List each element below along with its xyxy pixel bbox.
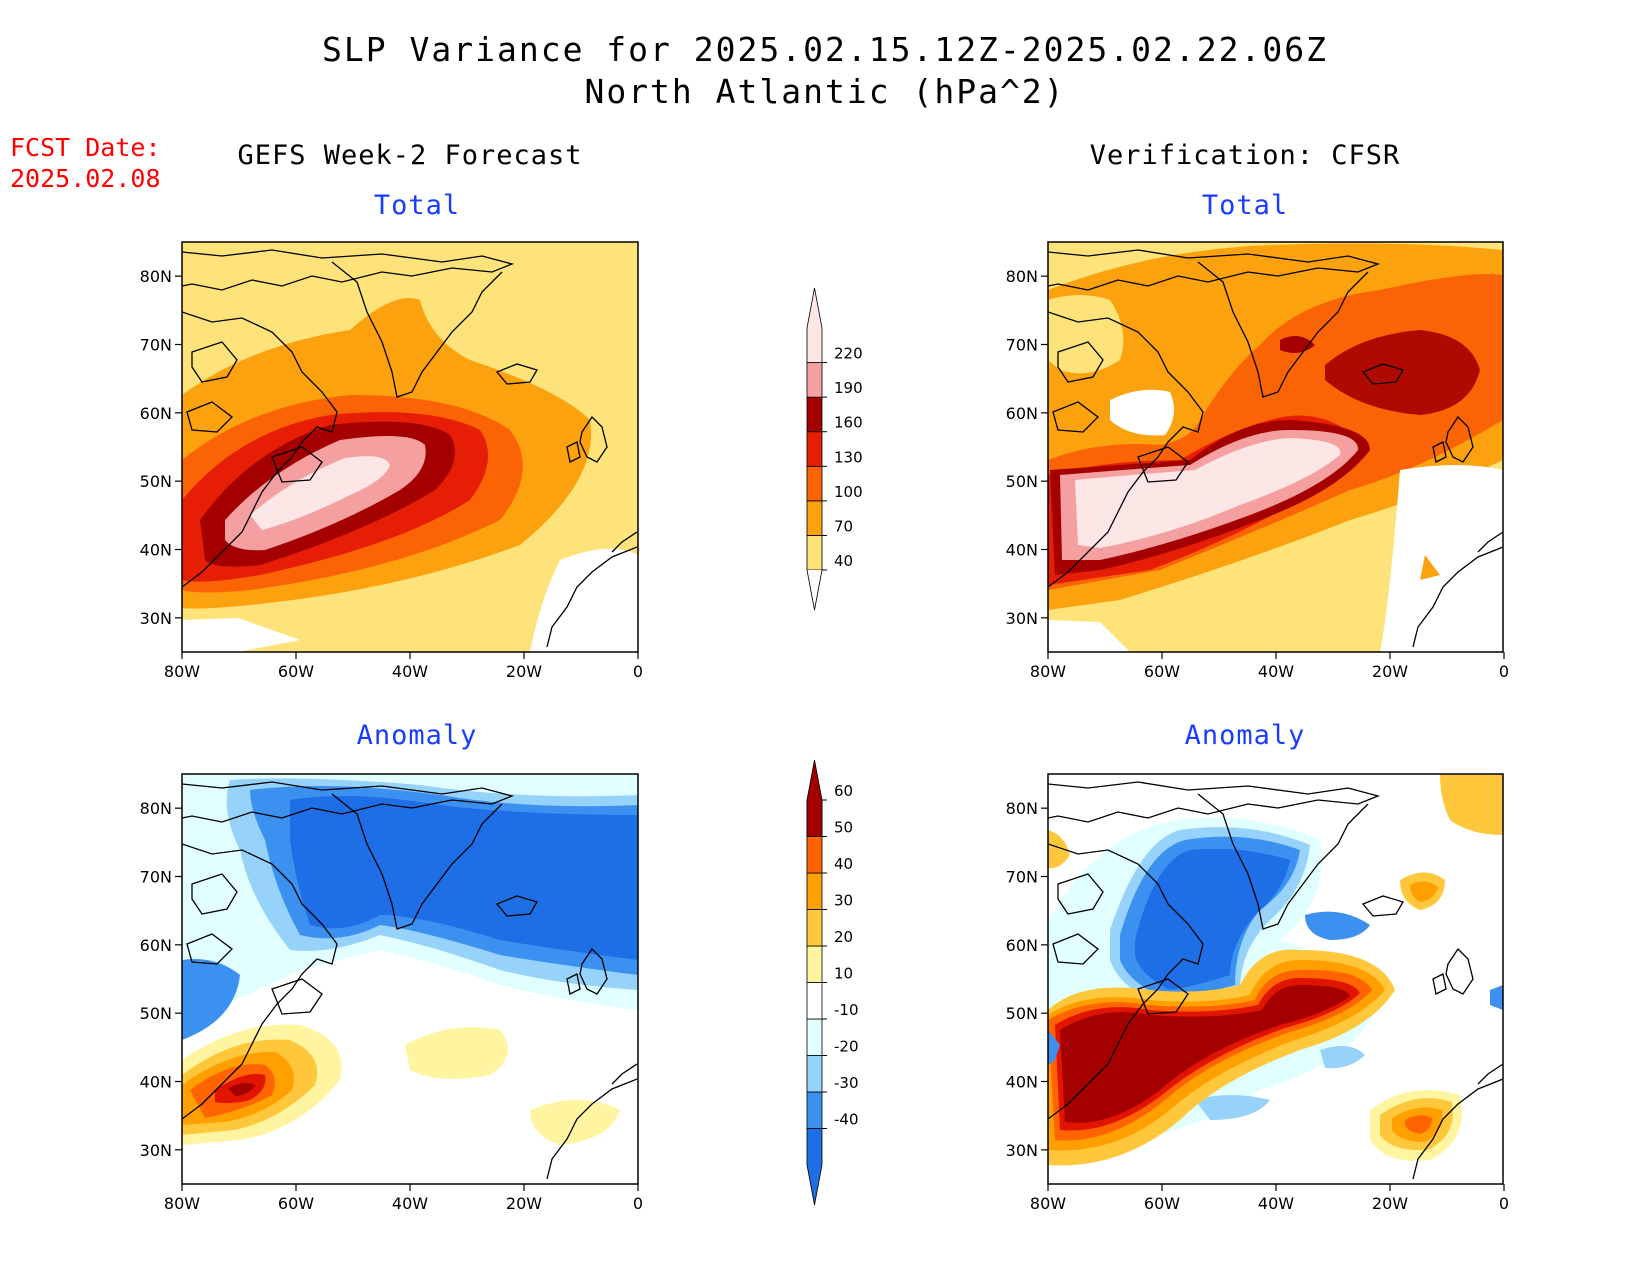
colorbar-label: 20 bbox=[834, 928, 853, 946]
lat-tick-label: 30N bbox=[140, 609, 172, 628]
colorbar-swatch bbox=[806, 465, 823, 502]
lon-tick-label: 0 bbox=[633, 1194, 643, 1213]
colorbar-label: 70 bbox=[834, 517, 853, 535]
lat-tick-label: 30N bbox=[1006, 609, 1038, 628]
colorbar-swatch bbox=[806, 836, 823, 874]
colorbar-swatch bbox=[806, 500, 823, 536]
forecast-column-title: GEFS Week-2 Forecast bbox=[237, 140, 583, 171]
forecast-anomaly-title: Anomaly bbox=[356, 720, 478, 751]
lat-tick-label: 60N bbox=[1006, 936, 1038, 955]
lon-tick-label: 40W bbox=[1258, 1194, 1294, 1213]
lon-tick-label: 20W bbox=[506, 662, 542, 681]
lon-tick-label: 80W bbox=[164, 662, 200, 681]
lon-tick-label: 80W bbox=[1030, 662, 1066, 681]
lon-tick-label: 40W bbox=[392, 662, 428, 681]
lat-tick-label: 40N bbox=[140, 541, 172, 560]
colorbar-label: -20 bbox=[834, 1038, 859, 1056]
colorbar-end-triangle bbox=[806, 569, 823, 611]
lon-tick-label: 60W bbox=[278, 1194, 314, 1213]
lat-tick-label: 40N bbox=[1006, 1073, 1038, 1092]
lon-tick-label: 0 bbox=[633, 662, 643, 681]
forecast-total-map bbox=[182, 242, 638, 652]
lat-tick-label: 70N bbox=[1006, 336, 1038, 355]
main-title: SLP Variance for 2025.02.15.12Z-2025.02.… bbox=[322, 30, 1328, 69]
colorbar-swatch bbox=[806, 1055, 823, 1093]
lon-tick-label: 80W bbox=[1030, 1194, 1066, 1213]
lat-tick-label: 40N bbox=[1006, 541, 1038, 560]
lon-tick-label: 20W bbox=[1372, 1194, 1408, 1213]
total-colorbar: 40 70 100 130 160 190 220 bbox=[806, 287, 863, 611]
lat-tick-label: 60N bbox=[1006, 404, 1038, 423]
lon-tick-label: 0 bbox=[1499, 662, 1509, 681]
colorbar-swatch bbox=[806, 909, 823, 947]
colorbar-swatch bbox=[806, 535, 823, 571]
lon-tick-label: 60W bbox=[1144, 662, 1180, 681]
colorbar-label: 30 bbox=[834, 892, 853, 910]
lat-tick-label: 30N bbox=[140, 1141, 172, 1160]
colorbar-swatch bbox=[806, 431, 823, 467]
colorbar-swatch bbox=[806, 982, 823, 1020]
verification-total-title: Total bbox=[1201, 190, 1289, 221]
anomaly-colorbar: -40 -30 -20 -10 10 20 30 40 50 60 bbox=[806, 759, 859, 1206]
lat-tick-label: 80N bbox=[1006, 799, 1038, 818]
colorbar-label: -40 bbox=[834, 1111, 859, 1129]
forecast-total-title: Total bbox=[373, 190, 461, 221]
colorbar-swatch bbox=[806, 872, 823, 910]
colorbar-label: -30 bbox=[834, 1074, 859, 1092]
lat-tick-label: 70N bbox=[140, 336, 172, 355]
lon-tick-label: 20W bbox=[1372, 662, 1408, 681]
lat-tick-label: 80N bbox=[1006, 267, 1038, 286]
lon-tick-label: 60W bbox=[1144, 1194, 1180, 1213]
colorbar-label: 60 bbox=[834, 782, 853, 800]
lat-tick-label: 70N bbox=[1006, 868, 1038, 887]
colorbar-swatch bbox=[806, 287, 823, 363]
colorbar-label: 160 bbox=[834, 414, 863, 432]
colorbar-swatch bbox=[806, 362, 823, 398]
lon-tick-label: 20W bbox=[506, 1194, 542, 1213]
lat-tick-label: 50N bbox=[1006, 472, 1038, 491]
lat-tick-label: 60N bbox=[140, 404, 172, 423]
colorbar-swatch bbox=[806, 1091, 823, 1129]
lat-tick-label: 40N bbox=[140, 1073, 172, 1092]
lat-tick-label: 50N bbox=[140, 472, 172, 491]
lat-tick-label: 80N bbox=[140, 799, 172, 818]
verification-anomaly-map bbox=[1048, 774, 1503, 1184]
fcst-date-label: FCST Date: bbox=[10, 133, 161, 162]
forecast-anomaly-map bbox=[182, 774, 638, 1184]
fcst-date-value: 2025.02.08 bbox=[10, 164, 161, 193]
verification-column-title: Verification: CFSR bbox=[1089, 140, 1401, 171]
colorbar-swatch bbox=[806, 759, 823, 837]
lon-tick-label: 80W bbox=[164, 1194, 200, 1213]
colorbar-label: 220 bbox=[834, 345, 863, 363]
colorbar-label: 40 bbox=[834, 552, 853, 570]
lon-tick-label: 60W bbox=[278, 662, 314, 681]
colorbar-label: 190 bbox=[834, 379, 863, 397]
colorbar-swatch bbox=[806, 945, 823, 983]
lon-tick-label: 40W bbox=[1258, 662, 1294, 681]
lat-tick-label: 50N bbox=[140, 1004, 172, 1023]
lat-tick-label: 50N bbox=[1006, 1004, 1038, 1023]
axis-ticks: 80N 70N 60N 50N 40N 30N 80W 60W 40W 20W 0 80N 70N 60N… bbox=[140, 267, 1509, 1213]
colorbar-swatch bbox=[806, 1018, 823, 1056]
colorbar-label: 130 bbox=[834, 448, 863, 466]
colorbar-label: 100 bbox=[834, 483, 863, 501]
lat-tick-label: 60N bbox=[140, 936, 172, 955]
lon-tick-label: 40W bbox=[392, 1194, 428, 1213]
verification-anomaly-title: Anomaly bbox=[1184, 720, 1306, 751]
lon-tick-label: 0 bbox=[1499, 1194, 1509, 1213]
lat-tick-label: 80N bbox=[140, 267, 172, 286]
colorbar-label: 50 bbox=[834, 819, 853, 837]
lat-tick-label: 30N bbox=[1006, 1141, 1038, 1160]
colorbar-label: 10 bbox=[834, 965, 853, 983]
colorbar-swatch bbox=[806, 396, 823, 433]
verification-total-map bbox=[1048, 242, 1503, 652]
colorbar-label: -10 bbox=[834, 1001, 859, 1019]
colorbar-swatch bbox=[806, 1128, 823, 1206]
subtitle: North Atlantic (hPa^2) bbox=[584, 72, 1066, 111]
colorbar-label: 40 bbox=[834, 855, 853, 873]
lat-tick-label: 70N bbox=[140, 868, 172, 887]
